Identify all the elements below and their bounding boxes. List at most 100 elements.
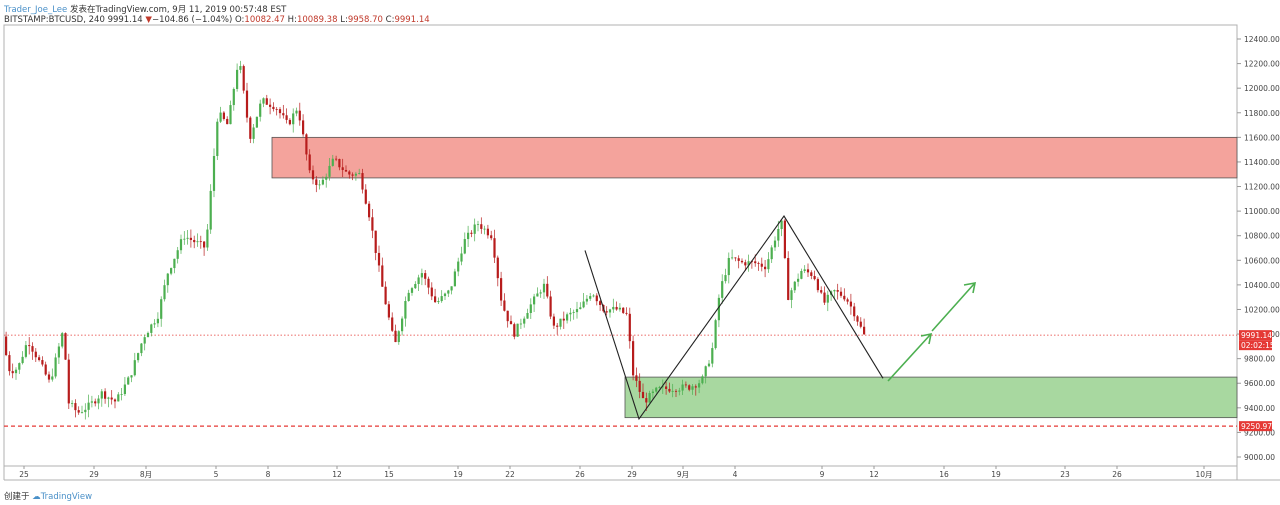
candle-body: [641, 391, 645, 399]
candle-body: [176, 250, 179, 259]
candle-body: [595, 295, 598, 302]
candle-body: [707, 363, 711, 367]
candle-body: [325, 176, 328, 180]
candle-body: [476, 224, 480, 226]
candle-body: [430, 287, 433, 297]
candle-body: [572, 312, 575, 313]
candle-body: [740, 260, 744, 263]
candle-body: [407, 292, 410, 302]
candle-body: [90, 401, 93, 403]
candle-body: [143, 337, 146, 344]
candle-body: [371, 217, 374, 231]
candle-body: [665, 386, 668, 389]
high-label: H:: [287, 15, 297, 25]
candle-body: [770, 247, 773, 260]
candle-body: [714, 320, 717, 349]
candle-body: [387, 304, 390, 318]
candle-body: [536, 293, 539, 297]
candle-body: [397, 331, 400, 343]
candle-body: [797, 278, 800, 282]
candle-body: [282, 113, 285, 116]
tradingview-logo-icon: ☁: [32, 492, 41, 502]
candle-body: [694, 386, 697, 388]
current-price-tag: [1239, 330, 1272, 341]
candle-body: [856, 316, 859, 322]
down-arrow-icon: ▼: [145, 15, 152, 25]
open-value: 10082.47: [244, 15, 285, 25]
candle-body: [255, 116, 258, 128]
candle-body: [196, 241, 199, 243]
candle-body: [443, 293, 447, 297]
x-tick-label: 29: [627, 470, 637, 479]
support-price-tag: [1239, 421, 1272, 432]
symbol-label: BITSTAMP:BTCUSD, 240: [4, 15, 105, 25]
footer: 创建于 ☁TradingView: [4, 490, 92, 502]
candle-body: [767, 259, 770, 270]
candle-body: [704, 366, 707, 377]
candle-body: [44, 364, 47, 375]
tradingview-link[interactable]: TradingView: [40, 492, 93, 502]
candle-body: [295, 110, 298, 114]
candle-body: [674, 390, 678, 392]
y-tick-label: 9600.00: [1244, 379, 1275, 388]
candle-body: [615, 306, 618, 310]
candle-body: [820, 290, 823, 293]
low-label: L:: [340, 15, 348, 25]
x-tick-label: 19: [453, 470, 463, 479]
candle-body: [8, 355, 11, 372]
candle-body: [137, 353, 140, 361]
candle-body: [153, 323, 156, 325]
candle-body: [579, 307, 582, 310]
candle-body: [711, 348, 714, 364]
y-tick-label: 12400.00: [1244, 35, 1280, 44]
x-tick-label: 19: [991, 470, 1001, 479]
candle-body: [239, 66, 242, 70]
candle-body: [764, 266, 767, 270]
candle-body: [566, 314, 569, 321]
author-link[interactable]: Trader_Joe_Lee: [4, 5, 68, 15]
candle-body: [14, 369, 18, 374]
x-tick-label: 12: [869, 470, 879, 479]
projection-arrowhead-1: [920, 332, 933, 345]
candle-body: [863, 326, 866, 335]
candle-body: [391, 317, 394, 331]
y-tick-label: 9000.00: [1244, 453, 1275, 462]
y-tick-label: 10400.00: [1244, 281, 1280, 290]
candle-body: [94, 401, 97, 404]
y-tick-label: 9400.00: [1244, 404, 1275, 413]
candle-body: [658, 387, 661, 388]
candle-body: [569, 312, 572, 315]
candle-body: [810, 272, 813, 276]
candle-body: [688, 385, 691, 390]
candle-body: [123, 384, 126, 395]
candle-body: [150, 324, 153, 333]
candle-body: [453, 271, 456, 287]
candle-body: [117, 394, 120, 402]
candle-body: [341, 167, 344, 170]
candle-body: [404, 301, 407, 319]
high-value: 10089.38: [296, 15, 338, 25]
support-price-tag-label: 9250.97: [1241, 422, 1272, 431]
candle-body: [506, 310, 509, 322]
candle-body: [420, 273, 423, 278]
candle-body: [628, 313, 631, 342]
candle-body: [575, 309, 579, 313]
candle-body: [113, 399, 117, 402]
candle-body: [460, 253, 463, 262]
bar-timer-tag: [1239, 340, 1272, 351]
candle-body: [156, 318, 159, 324]
candle-body: [67, 359, 70, 404]
candle-body: [826, 294, 829, 303]
candle-body: [661, 386, 664, 388]
candle-body: [358, 173, 361, 174]
candle-body: [292, 113, 295, 125]
candle-body: [773, 240, 777, 248]
candle-body: [493, 238, 496, 258]
candle-body: [311, 170, 315, 180]
candle-body: [480, 224, 483, 229]
candle-body: [242, 66, 245, 91]
candle-body: [849, 301, 852, 307]
candle-body: [744, 262, 747, 266]
candle-body: [189, 237, 192, 240]
